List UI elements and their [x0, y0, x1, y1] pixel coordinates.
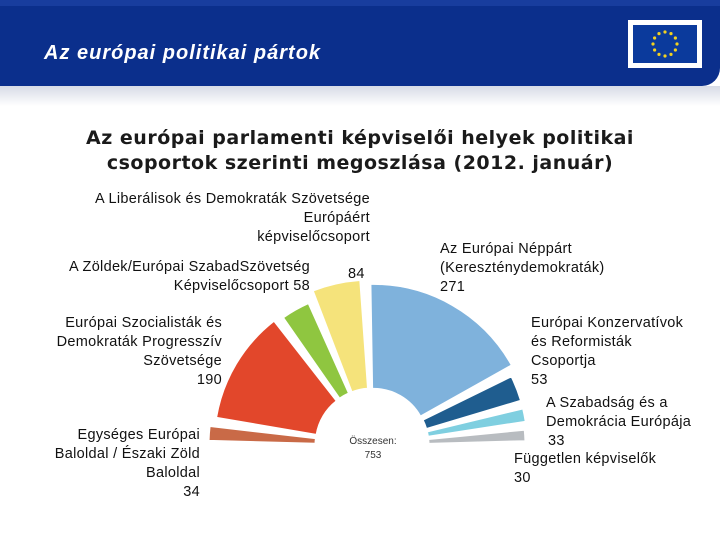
label-liberals: A Liberálisok és Demokraták Szövetsége E… — [40, 190, 370, 247]
label-epp: Az Európai Néppárt (Kereszténydemokraták… — [440, 240, 605, 297]
page-title: Az európai politikai pártok — [44, 42, 322, 64]
label-efd-line1: A Szabadság és a — [546, 395, 668, 411]
label-socialists-line3: Szövetsége — [143, 353, 222, 369]
eu-star-icon — [675, 42, 679, 46]
hemicycle-slice — [282, 303, 350, 399]
label-epp-line1: Az Európai Néppárt — [440, 241, 572, 257]
label-greens-line1b: Szövetség — [239, 259, 310, 275]
label-greens-line1: A Zöldek/Európai SzabadSzövetség — [20, 258, 310, 277]
eu-star-icon — [663, 54, 667, 58]
label-socialists-line1: Európai Szocialisták és — [65, 315, 222, 331]
eu-star-icon — [673, 48, 677, 52]
eu-star-icon — [651, 42, 655, 46]
eu-star-icon — [669, 32, 673, 36]
eu-flag-field — [633, 25, 697, 63]
hemicycle-slice — [370, 283, 512, 417]
label-liberals-line3: képviselőcsoport — [257, 229, 370, 245]
total-value: 753 — [365, 450, 382, 461]
eu-star-icon — [657, 52, 661, 56]
label-left-line3: Baloldal — [146, 465, 200, 481]
header-bar: Az európai politikai pártok — [0, 0, 720, 86]
label-left-line2: Baloldal / Északi Zöld — [54, 446, 200, 462]
label-left-value: 34 — [183, 484, 200, 500]
hemicycle-slice — [208, 425, 316, 444]
eu-star-icon — [653, 36, 657, 40]
hemicycle-slice — [426, 408, 526, 437]
label-greens-line1a: A Zöldek/Európai Szabad — [69, 259, 240, 275]
label-socialists-line2: Demokraták Progresszív — [56, 334, 222, 350]
label-ecr-line2: és Reformisták — [531, 334, 632, 350]
label-socialists-value: 190 — [196, 372, 222, 388]
chart-center-hole — [320, 393, 424, 497]
label-epp-value: 271 — [440, 279, 466, 295]
eu-star-icon — [663, 30, 667, 34]
eu-star-icon — [653, 48, 657, 52]
hemicycle-slice — [428, 429, 526, 444]
chart-title: Az európai parlamenti képviselői helyek … — [86, 127, 634, 174]
label-efd: A Szabadság és a Demokrácia Európája 33 — [546, 394, 691, 451]
header-fade — [0, 86, 720, 106]
label-liberals-line1: A Liberálisok és Demokraták Szövetsége — [95, 191, 370, 207]
eu-star-icon — [657, 32, 661, 36]
label-greens-line2: Képviselőcsoport 58 — [173, 278, 310, 294]
label-left: Egységes Európai Baloldal / Északi Zöld … — [20, 426, 200, 502]
hemicycle-slice — [216, 320, 337, 435]
label-independent-value: 30 — [514, 470, 531, 486]
label-efd-value: 33 — [548, 433, 565, 449]
label-independent-line1: Független képviselők — [514, 451, 657, 467]
label-ecr-line1: Európai Konzervatívok — [531, 315, 684, 331]
hemicycle-slice — [422, 376, 522, 430]
label-liberals-line2: Európáért — [303, 210, 370, 226]
eu-star-icon — [669, 52, 673, 56]
label-epp-line2: (Kereszténydemokraták) — [440, 260, 605, 276]
label-liberals-value: 84 — [348, 266, 365, 282]
label-ecr-value: 53 — [531, 372, 548, 388]
label-ecr: Európai Konzervatívok és Reformisták Cso… — [531, 314, 683, 390]
eu-flag-logo — [628, 20, 702, 68]
eu-stars-icon — [651, 30, 679, 58]
eu-star-icon — [673, 36, 677, 40]
label-independent: Független képviselők 30 — [514, 450, 656, 488]
total-label: Összesen: — [349, 435, 396, 447]
label-greens: A Zöldek/Európai SzabadSzövetség Képvise… — [20, 258, 310, 296]
label-ecr-line3: Csoportja — [531, 353, 596, 369]
hemicycle-slice — [312, 279, 369, 393]
label-efd-line2: Demokrácia Európája — [546, 414, 692, 430]
label-socialists: Európai Szocialisták és Demokraták Progr… — [20, 314, 222, 390]
label-left-line1: Egységes Európai — [77, 427, 200, 443]
